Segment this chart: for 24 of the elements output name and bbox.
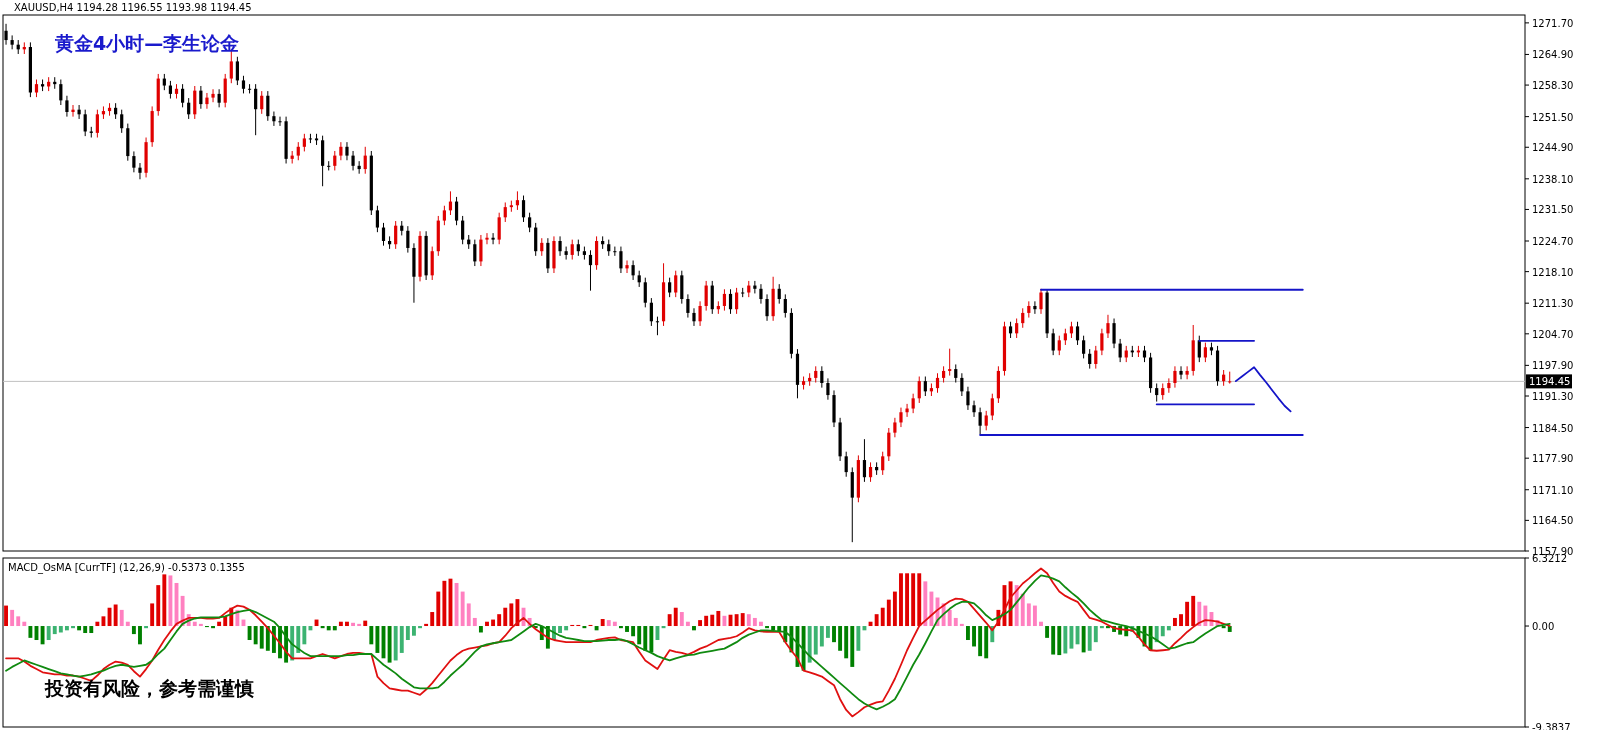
y-tick-label: 1211.30 — [1532, 298, 1574, 310]
y-tick-label: 1177.90 — [1532, 453, 1574, 465]
chart-title: MACD_OsMA [CurrTF] (12,26,9) -0.5373 0.1355 — [8, 562, 245, 574]
y-tick-label: 1251.50 — [1532, 111, 1574, 123]
y-tick-label: 1204.70 — [1532, 328, 1574, 340]
y-tick-label: 1218.10 — [1532, 266, 1574, 278]
y-tick-label: 0.00 — [1532, 621, 1555, 633]
chart-title: XAUUSD,H4 1194.28 1196.55 1193.98 1194.45 — [14, 2, 252, 13]
y-tick-label: 1184.50 — [1532, 422, 1574, 434]
y-tick-label: 1264.90 — [1532, 49, 1574, 61]
y-tick-label: 1191.30 — [1532, 391, 1574, 402]
y-tick-label: 6.3212 — [1532, 553, 1567, 564]
y-tick-label: 1164.50 — [1532, 515, 1574, 527]
y-tick-label: 1244.90 — [1532, 142, 1574, 154]
ref-line-label: 1194.45 — [1529, 376, 1571, 388]
text: 黄金4小时—李生论金 — [54, 32, 240, 54]
y-tick-label: 1197.90 — [1532, 360, 1574, 372]
y-tick-label: 1271.70 — [1532, 17, 1574, 29]
annotation: 投资有风险，参考需谨慎 — [44, 677, 254, 699]
y-tick-label: 1258.30 — [1532, 80, 1574, 92]
y-tick-label: 1231.50 — [1532, 204, 1574, 216]
y-tick-label: 1224.70 — [1532, 236, 1574, 247]
y-tick-label: 1171.10 — [1532, 484, 1574, 496]
y-tick-label: 1238.10 — [1532, 173, 1574, 185]
